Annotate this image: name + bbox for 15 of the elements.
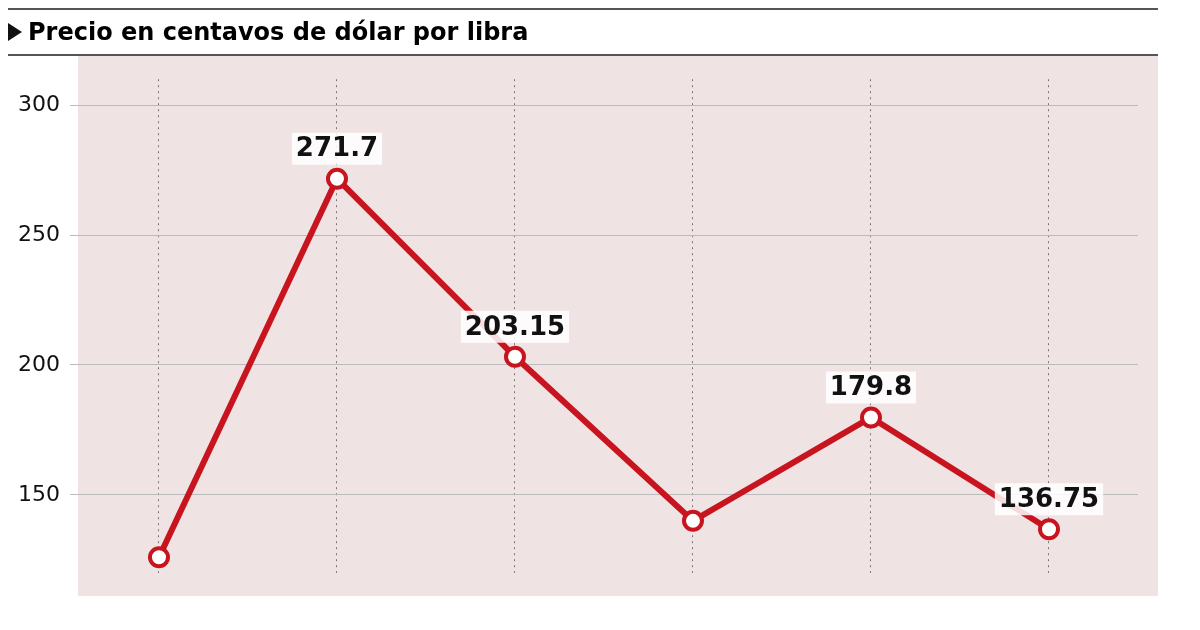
point — [682, 509, 704, 532]
point — [147, 546, 170, 569]
chart-subtitle: Precio en centavos de dólar por libra — [28, 18, 529, 46]
data-label: 271.7 — [295, 132, 379, 163]
y-tick-label: 300 — [17, 90, 60, 116]
point — [1038, 518, 1060, 541]
point — [325, 167, 348, 190]
point — [504, 345, 526, 368]
y-tick-label: 250 — [17, 220, 60, 246]
data-label: 179.8 — [829, 371, 913, 402]
data-label: 203.15 — [464, 310, 566, 341]
y-tick-label: 200 — [17, 350, 60, 376]
y-tick-label: 150 — [17, 480, 60, 506]
point — [860, 406, 882, 429]
data-label: 136.75 — [998, 483, 1100, 514]
